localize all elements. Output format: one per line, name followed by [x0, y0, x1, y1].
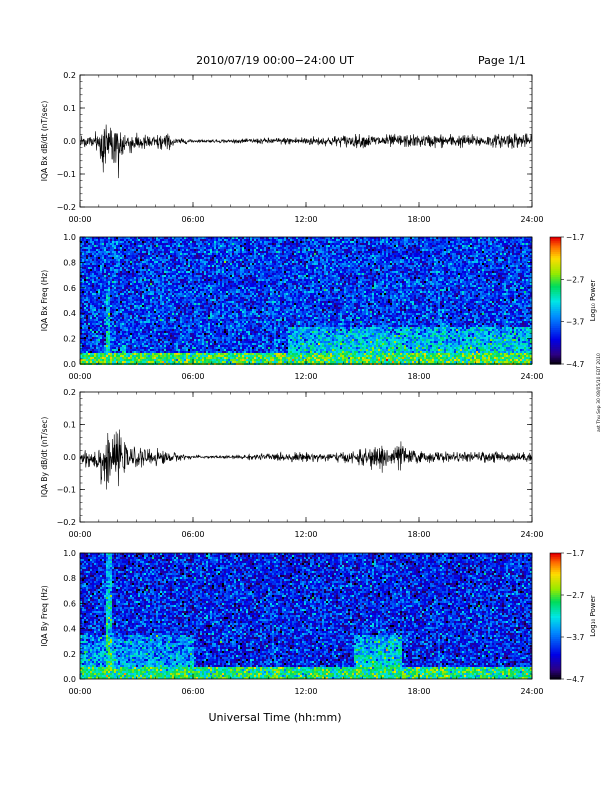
- figure-title: 2010/07/19 00:00−24:00 UT: [196, 54, 354, 67]
- by-spectrogram-panel: 1.0 0.8 0.6 0.4 0.2 0.0 00:00 06:00 12:00 18:00 24…: [40, 549, 597, 696]
- colorbar-tick-label: −3.7: [566, 633, 584, 642]
- bx-timeseries-panel: 0.2 0.1 0.0 −0.1 −0.2 00:00 06:00 12:00 18:00 24:…: [40, 71, 544, 224]
- y-tick-label: 0.6: [63, 599, 76, 608]
- y-tick-label: 0.1: [63, 104, 76, 113]
- y-tick-label: 0.8: [63, 258, 76, 267]
- x-tick-label: 00:00: [68, 372, 91, 381]
- colorbar-tick-label: −1.7: [566, 549, 584, 558]
- y-tick-label: 0.6: [63, 284, 76, 293]
- colorbar-tick-label: −4.7: [566, 675, 584, 684]
- x-tick-label: 00:00: [68, 687, 91, 696]
- bx-spectrogram-colorbar: −1.7 −2.7 −3.7 −4.7 Log₁₀ Power: [550, 233, 597, 369]
- x-tick-label: 06:00: [181, 530, 204, 539]
- bx-spectrogram-cells: [80, 237, 532, 365]
- y-tick-label: 0.2: [63, 650, 76, 659]
- x-tick-label: 00:00: [68, 530, 91, 539]
- x-tick-label: 12:00: [294, 687, 317, 696]
- colorbar-label: Log₁₀ Power: [589, 280, 597, 322]
- y-tick-label: 1.0: [63, 549, 76, 558]
- x-tick-label: 06:00: [181, 372, 204, 381]
- y-tick-label: −0.1: [57, 170, 76, 179]
- x-tick-label: 18:00: [407, 215, 430, 224]
- colorbar-tick-label: −4.7: [566, 360, 584, 369]
- y-tick-label: 0.8: [63, 574, 76, 583]
- by-timeseries-panel: 0.2 0.1 0.0 −0.1 −0.2 00:00 06:00 12:00 18:00 24:…: [40, 388, 544, 539]
- colorbar-label: Log₁₀ Power: [589, 595, 597, 637]
- by-timeseries-ylabel: IQA By dB/dt (nT/sec): [40, 417, 49, 498]
- y-tick-label: 0.1: [63, 421, 76, 430]
- x-tick-label: 18:00: [407, 530, 430, 539]
- x-tick-label: 12:00: [294, 372, 317, 381]
- bx-timeseries-series: [80, 125, 532, 179]
- y-tick-label: 0.0: [63, 675, 76, 684]
- by-spectrogram-cells: [80, 553, 532, 679]
- y-tick-label: 0.2: [63, 71, 76, 80]
- x-tick-label: 12:00: [294, 215, 317, 224]
- y-tick-label: 0.4: [63, 625, 76, 634]
- colorbar-tick-label: −1.7: [566, 233, 584, 242]
- y-tick-label: 1.0: [63, 233, 76, 242]
- y-tick-label: 0.2: [63, 335, 76, 344]
- x-tick-label: 06:00: [181, 215, 204, 224]
- y-tick-label: −0.2: [57, 518, 76, 527]
- colorbar-tick-label: −2.7: [566, 591, 584, 600]
- y-tick-label: 0.0: [63, 360, 76, 369]
- y-tick-label: 0.4: [63, 309, 76, 318]
- x-axis-title: Universal Time (hh:mm): [209, 711, 342, 724]
- bx-spectrogram-ylabel: IQA Bx Freq (Hz): [40, 270, 49, 332]
- y-tick-label: 0.2: [63, 388, 76, 397]
- colorbar-tick-label: −2.7: [566, 275, 584, 284]
- x-tick-label: 18:00: [407, 687, 430, 696]
- x-tick-label: 24:00: [520, 687, 543, 696]
- y-tick-label: 0.0: [63, 453, 76, 462]
- x-tick-label: 00:00: [68, 215, 91, 224]
- y-tick-label: −0.1: [57, 486, 76, 495]
- x-tick-label: 24:00: [520, 372, 543, 381]
- by-timeseries-series: [80, 429, 532, 489]
- side-note: ast Thu Sep 30 08/05/10 EDT 2010: [596, 353, 602, 432]
- by-spectrogram-ylabel: IQA By Freq (Hz): [40, 585, 49, 647]
- y-tick-label: −0.2: [57, 203, 76, 212]
- x-tick-label: 24:00: [520, 215, 543, 224]
- x-tick-label: 12:00: [294, 530, 317, 539]
- y-tick-label: 0.0: [63, 137, 76, 146]
- by-spectrogram-colorbar: −1.7 −2.7 −3.7 −4.7 Log₁₀ Power: [550, 549, 597, 684]
- page-indicator: Page 1/1: [478, 54, 526, 67]
- bx-spectrogram-panel: 1.0 0.8 0.6 0.4 0.2 0.0 00:00 06:00 12:00 18:00 24…: [40, 233, 597, 381]
- bx-timeseries-ylabel: IQA Bx dB/dt (nT/sec): [40, 101, 49, 182]
- colorbar-tick-label: −3.7: [566, 318, 584, 327]
- x-tick-label: 24:00: [520, 530, 543, 539]
- x-tick-label: 18:00: [407, 372, 430, 381]
- x-tick-label: 06:00: [181, 687, 204, 696]
